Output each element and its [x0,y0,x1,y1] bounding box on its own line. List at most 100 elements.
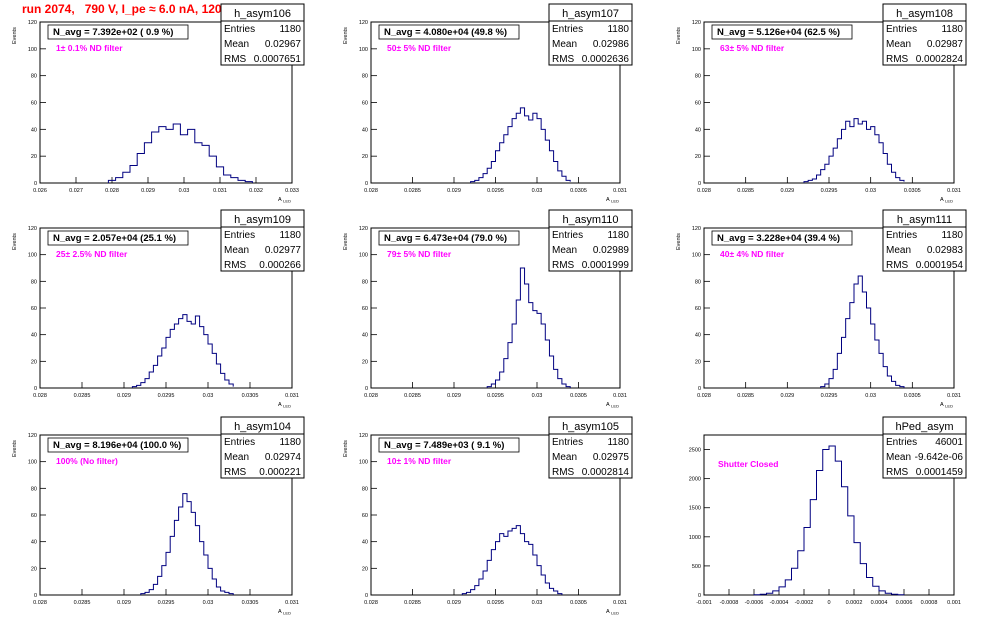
x-tick-label: 0.0285 [74,600,91,606]
x-tick-label: -0.001 [696,600,712,606]
stat-value: 1180 [279,230,301,241]
n-avg-box [711,24,853,40]
stat-value: 0.02974 [265,452,302,463]
n-avg-box [47,437,189,453]
y-tick-label: 100 [28,253,37,259]
stats-box [548,20,633,66]
x-tick-label: 0.03 [532,393,543,399]
y-tick-label: 20 [31,359,37,365]
stat-label: Mean [224,245,249,256]
y-tick-label: 80 [31,279,37,285]
y-tick-label: 0 [34,593,37,599]
y-tick-label: 2500 [689,448,701,454]
histogram-series-h_asym105 [461,525,563,595]
x-tick-label: 0.032 [249,188,263,194]
y-tick-label: 120 [359,433,368,439]
y-tick-label: 80 [695,74,701,80]
x-axis-label: A LED [278,197,291,204]
stat-label: Mean [552,39,577,50]
n-avg-label: N_avg = 6.473e+04 (79.0 %) [384,233,507,244]
y-tick-label: 40 [31,127,37,133]
stats-box [548,433,633,479]
stat-label: Entries [886,437,917,448]
x-tick-label: 0.03 [865,188,876,194]
histogram-name: h_asym107 [562,8,619,20]
y-tick-label: 40 [31,540,37,546]
x-tick-label: 0.0006 [896,600,913,606]
y-tick-label: 20 [362,566,368,572]
histogram-series-h_asym107 [470,107,571,183]
y-tick-label: 40 [695,127,701,133]
x-tick-label: 0.028 [33,393,47,399]
histogram-name: hPed_asym [895,421,953,433]
x-tick-label: 0.029 [447,393,461,399]
y-tick-label: 80 [362,74,368,80]
filter-annotation: 10± 1% ND filter [387,456,452,466]
stat-label: RMS [224,467,247,478]
x-tick-label: 0.028 [364,393,378,399]
x-tick-label: -0.0006 [745,600,764,606]
x-tick-label: 0.029 [780,393,794,399]
x-axis-label: A LED [278,609,291,616]
stat-label: Entries [552,230,583,241]
stat-label: Entries [224,24,255,35]
x-tick-label: 0.0305 [904,393,921,399]
x-tick-label: 0.0295 [487,600,504,606]
stat-label: RMS [552,467,575,478]
histogram-name: h_asym104 [234,421,291,433]
stat-label: Mean [552,245,577,256]
stat-value: 0.02967 [265,39,302,50]
x-tick-label: 0.031 [947,188,961,194]
x-tick-label: 0.031 [285,393,299,399]
histogram-name: h_asym108 [896,8,953,20]
y-tick-label: 20 [695,154,701,160]
x-tick-label: 0.0295 [821,188,838,194]
x-tick-label: -0.0008 [720,600,739,606]
x-tick-label: 0.031 [285,600,299,606]
stats-box [220,433,305,479]
x-tick-label: 0.028 [33,600,47,606]
y-tick-label: 0 [34,181,37,187]
x-tick-label: 0.033 [285,188,299,194]
x-tick-label: 0.0008 [921,600,938,606]
n-avg-label: N_avg = 7.392e+02 ( 0.9 %) [53,27,173,38]
y-axis-label: Events [343,27,349,44]
x-axis-label: A LED [606,197,619,204]
stats-box [548,226,633,272]
y-tick-label: 100 [28,460,37,466]
stat-label: RMS [224,54,247,65]
y-tick-label: 20 [695,359,701,365]
x-tick-label: 0.03 [203,393,214,399]
x-tick-label: 0.029 [117,393,131,399]
x-axis-label: A LED [606,609,619,616]
y-tick-label: 60 [695,306,701,312]
x-tick-label: 0.0305 [570,393,587,399]
histogram-series-h_asym111 [820,275,905,388]
stat-value: 0.02986 [593,39,630,50]
y-axis-label: Events [12,27,18,44]
y-tick-label: 100 [359,460,368,466]
histogram-name: h_asym109 [234,214,291,226]
y-tick-label: 80 [362,279,368,285]
stat-label: Entries [224,230,255,241]
n-avg-box [711,230,853,246]
histogram-name: h_asym111 [897,214,952,226]
histogram-series-h_asym104 [140,493,234,595]
histogram-panel-h_asym108: 0 20 40 60 80 100 120 0.028 0.0285 0.029 0.0295 0.0… [676,3,967,204]
x-axis-label: A LED [278,402,291,409]
x-axis-label: A LED [940,402,953,409]
y-tick-label: 120 [692,226,701,232]
histogram-panel-h_asym107: 0 20 40 60 80 100 120 0.028 0.0285 0.029 0.0295 0.0… [343,3,633,204]
stat-value: 0.0002636 [582,54,630,65]
y-tick-label: 20 [362,359,368,365]
y-tick-label: 120 [692,20,701,26]
stat-label: Mean [886,452,911,463]
y-tick-label: 120 [28,20,37,26]
y-tick-label: 0 [365,386,368,392]
y-axis-label: Events [12,233,18,250]
x-tick-label: 0.03 [865,393,876,399]
y-tick-label: 60 [695,101,701,107]
filter-annotation: 40± 4% ND filter [720,249,785,259]
y-axis-label: Events [12,440,18,457]
